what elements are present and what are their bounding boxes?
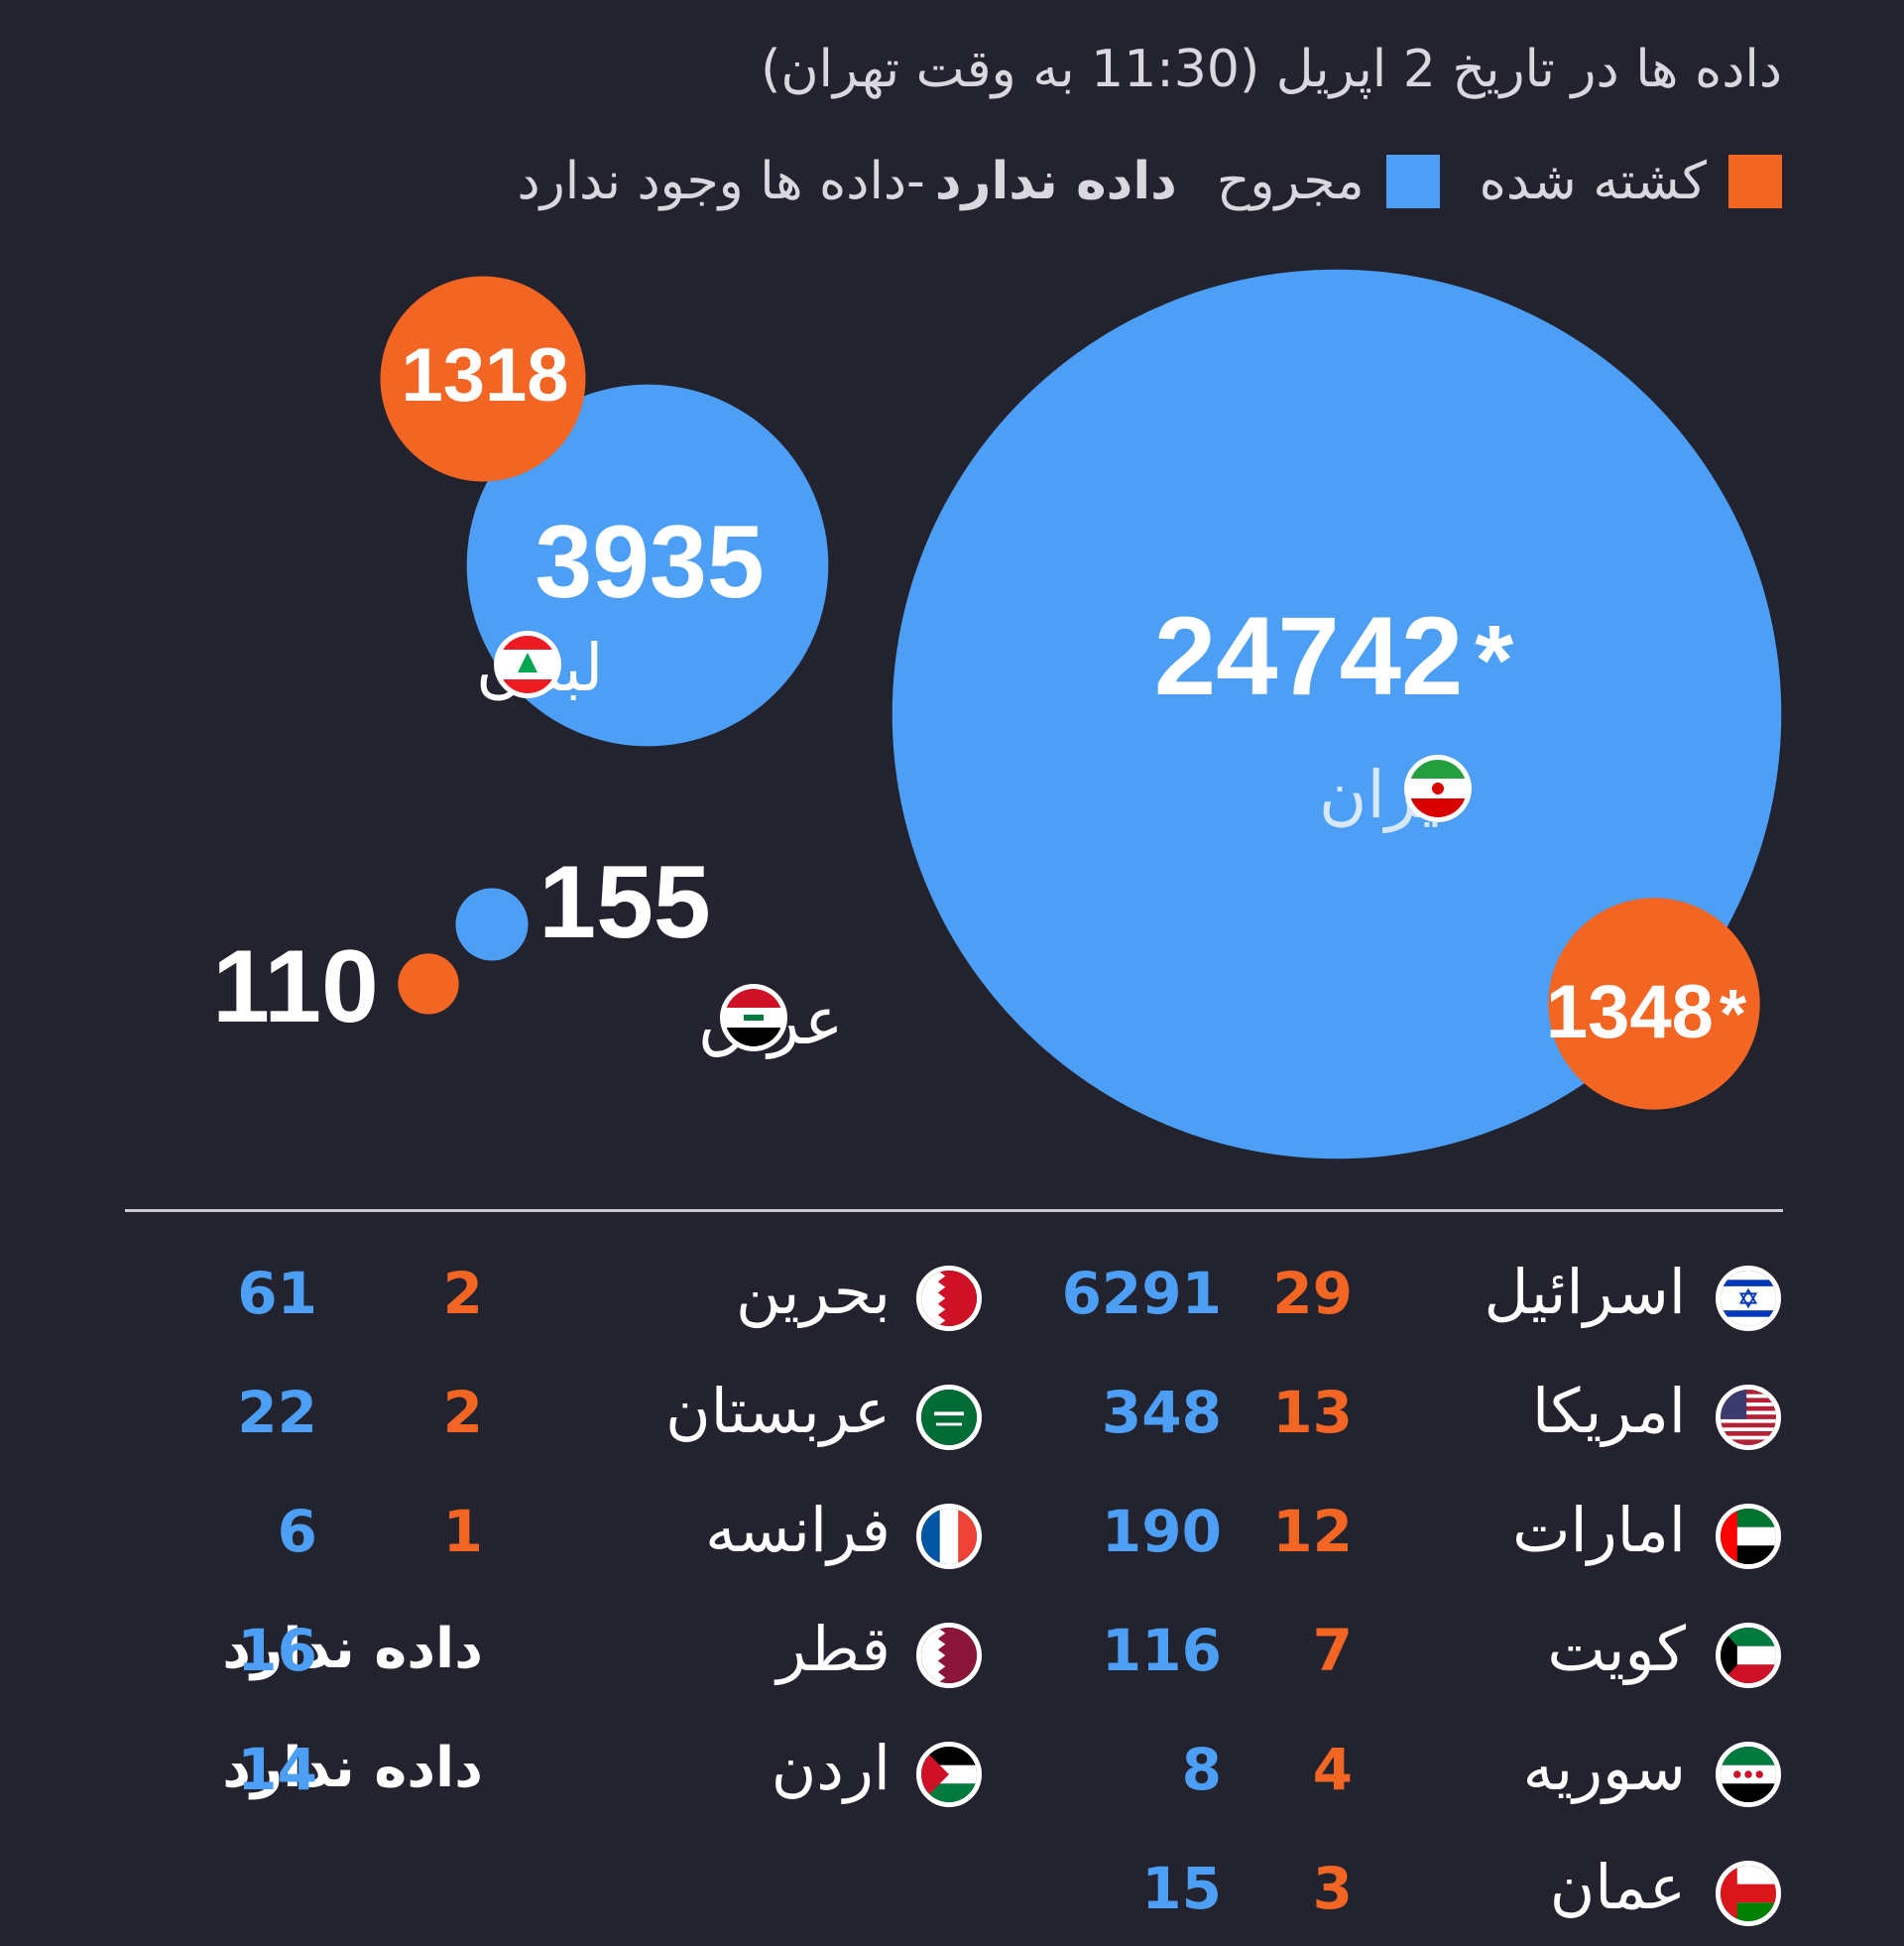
killed-value: 1 <box>442 1498 483 1565</box>
wounded-value: 348 <box>1101 1379 1222 1446</box>
iran-killed-bubble <box>1548 898 1760 1110</box>
killed-value: 3 <box>1312 1855 1353 1922</box>
bubble-lebanon-group: 3935 1318 لبنان <box>380 276 829 747</box>
wounded-value: 6291 <box>1061 1260 1222 1327</box>
wounded-value: 15 <box>1141 1855 1222 1922</box>
qatar-flag-icon <box>916 1623 982 1688</box>
syria-flag-icon <box>1716 1742 1781 1807</box>
lebanon-wounded-label: 3935 <box>535 505 764 620</box>
killed-value: 2 <box>442 1379 483 1446</box>
bubble-iraq-group: 155 110 عراق <box>212 845 843 1059</box>
legend-no-data-label: داده ندارد <box>934 152 1177 211</box>
table-row: عربستان 2 22 <box>0 1361 1904 1470</box>
wounded-value: 61 <box>237 1260 317 1327</box>
israel-flag-icon <box>1716 1266 1781 1331</box>
country-name: فرانسه <box>705 1494 891 1566</box>
wounded-value: 16 <box>237 1617 317 1684</box>
table-row: اسرائیل 29 6291 <box>0 1242 1904 1351</box>
table-row: بحرین 2 61 <box>0 1242 1904 1351</box>
killed-value: 29 <box>1272 1260 1353 1327</box>
table-row: امارات 12 190 <box>0 1480 1904 1589</box>
table-row: اردن داده ندارد 14 <box>0 1718 1904 1827</box>
country-name: امریکا <box>1531 1375 1686 1447</box>
saudi-flag-icon <box>916 1385 982 1450</box>
country-name: عربستان <box>665 1375 891 1447</box>
legend-no-data-desc: -داده ها وجود ندارد <box>517 152 925 211</box>
uae-flag-icon <box>1716 1504 1781 1569</box>
legend-killed-label: کشته شده <box>1479 152 1707 211</box>
usa-flag-icon <box>1716 1385 1781 1450</box>
country-name: کویت <box>1547 1613 1686 1685</box>
country-name: بحرین <box>736 1256 891 1328</box>
killed-value: 13 <box>1272 1379 1353 1446</box>
wounded-value: 6 <box>277 1498 317 1565</box>
iraq-flag-icon <box>720 984 787 1051</box>
country-name: عمان <box>1549 1851 1686 1923</box>
legend: کشته شده مجروح داده ندارد -داده ها وجود … <box>517 147 1782 216</box>
iran-killed-label: 1348* <box>1546 970 1747 1054</box>
bubble-iran-group: 24742 * 1348* ایران <box>892 269 1782 1159</box>
lebanon-killed-bubble <box>380 276 586 482</box>
killed-value: داده ندارد <box>222 1617 483 1681</box>
france-flag-icon <box>916 1504 982 1569</box>
table-row: کویت 7 116 <box>0 1599 1904 1708</box>
country-name: قطر <box>776 1613 891 1685</box>
wounded-value: 190 <box>1101 1498 1222 1565</box>
killed-value: 7 <box>1312 1617 1353 1684</box>
jordan-flag-icon <box>916 1742 982 1807</box>
iran-flag-icon <box>1404 755 1472 822</box>
bubble-chart: 24742* 1348* ایران 3935 1318 لبنان <box>212 269 1782 1159</box>
country-name: اردن <box>771 1732 891 1804</box>
legend-wounded-swatch <box>1385 155 1440 208</box>
oman-flag-icon <box>1716 1861 1781 1926</box>
bahrain-flag-icon <box>916 1266 982 1331</box>
kuwait-flag-icon <box>1716 1623 1781 1688</box>
iraq-killed-bubble <box>398 953 459 1015</box>
country-name: سوریه <box>1522 1732 1686 1804</box>
killed-value: 2 <box>442 1260 483 1327</box>
country-name: اسرائیل <box>1484 1256 1686 1328</box>
wounded-value: 116 <box>1101 1617 1222 1684</box>
lebanon-killed-label: 1318 <box>401 333 568 418</box>
table-row: فرانسه 1 6 <box>0 1480 1904 1589</box>
killed-value: داده ندارد <box>222 1736 483 1800</box>
killed-value: 12 <box>1272 1498 1353 1565</box>
killed-value: 4 <box>1312 1736 1353 1803</box>
wounded-value: 22 <box>237 1379 317 1446</box>
legend-wounded-label: مجروح <box>1216 152 1365 211</box>
iran-wounded-bubble <box>892 269 1782 1159</box>
iraq-wounded-bubble <box>455 888 529 961</box>
legend-killed-swatch <box>1728 155 1782 208</box>
lebanon-flag-icon <box>494 631 561 698</box>
wounded-value: 8 <box>1181 1736 1222 1803</box>
iran-wounded-label: 24742 * <box>1154 594 1513 718</box>
wounded-value: 14 <box>237 1736 317 1803</box>
divider <box>125 1209 1783 1212</box>
table-row: سوریه 4 8 <box>0 1718 1904 1827</box>
iraq-killed-label: 110 <box>212 929 379 1044</box>
table-row: عمان 3 15 <box>0 1837 1904 1946</box>
table-row: امریکا 13 348 <box>0 1361 1904 1470</box>
chart-subtitle: داده ها در تاریخ 2 اپریل (11:30 به وقت ت… <box>761 40 1782 99</box>
iraq-wounded-label: 155 <box>538 845 711 960</box>
table-row: قطر داده ندارد 16 <box>0 1599 1904 1708</box>
country-name: امارات <box>1512 1494 1686 1566</box>
